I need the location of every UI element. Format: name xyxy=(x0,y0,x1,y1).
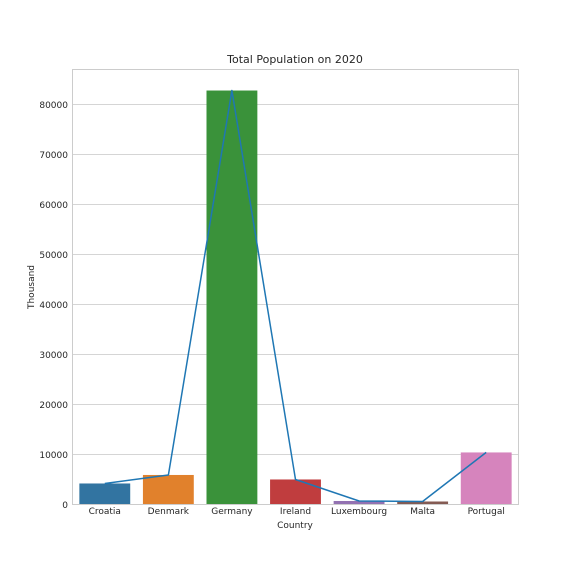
bar-ireland xyxy=(270,479,321,504)
plot-frame xyxy=(72,69,519,505)
x-tick-label-malta: Malta xyxy=(410,507,435,517)
bars xyxy=(79,90,512,504)
y-tick-label-1: 10000 xyxy=(39,451,68,461)
y-tick-label-6: 60000 xyxy=(39,201,68,211)
bar-denmark xyxy=(142,474,194,504)
trend-line-path xyxy=(104,89,487,503)
bar-portugal xyxy=(460,452,512,504)
y-tick-label-2: 20000 xyxy=(39,401,68,411)
y-axis-label: Thousand xyxy=(27,265,37,310)
bar-luxembourg xyxy=(333,500,385,504)
x-axis-label: Country xyxy=(277,521,313,531)
trend-line xyxy=(104,89,487,503)
x-tick-label-germany: Germany xyxy=(211,507,253,517)
x-tick-label-croatia: Croatia xyxy=(89,507,121,517)
x-tick-label-portugal: Portugal xyxy=(468,507,505,517)
y-tick-label-0: 0 xyxy=(62,501,68,511)
y-tick-labels: 0 10000 20000 30000 40000 50000 60000 70000 8000… xyxy=(39,101,68,511)
x-tick-labels: Croatia Denmark Germany Ireland Luxembourg Ma… xyxy=(89,507,505,517)
chart-title: Total Population on 2020 xyxy=(226,53,363,66)
y-tick-label-7: 70000 xyxy=(39,151,68,161)
x-tick-label-denmark: Denmark xyxy=(148,507,190,517)
bar-croatia xyxy=(79,483,131,504)
x-tick-label-luxembourg: Luxembourg xyxy=(331,507,387,517)
y-tick-label-5: 50000 xyxy=(39,251,68,261)
grid xyxy=(73,104,518,505)
bar-germany xyxy=(206,90,258,504)
bar-malta xyxy=(397,501,449,504)
y-tick-label-8: 80000 xyxy=(39,101,68,111)
x-tick-label-ireland: Ireland xyxy=(280,507,311,517)
y-tick-label-4: 40000 xyxy=(39,301,68,311)
y-tick-label-3: 30000 xyxy=(39,351,68,361)
